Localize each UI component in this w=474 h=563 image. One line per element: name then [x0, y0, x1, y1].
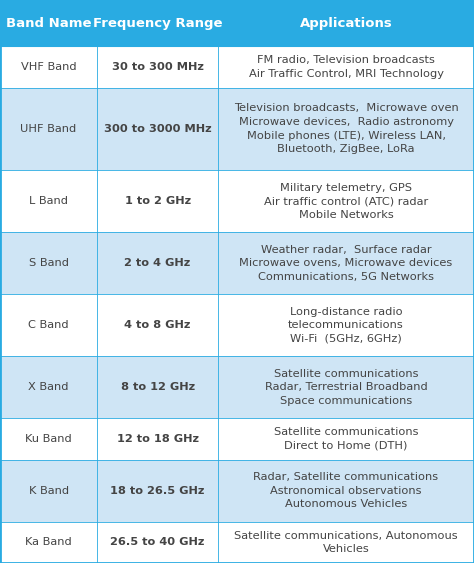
Text: Ku Band: Ku Band [25, 434, 72, 444]
FancyBboxPatch shape [0, 459, 97, 522]
FancyBboxPatch shape [0, 232, 97, 294]
FancyBboxPatch shape [218, 0, 474, 46]
FancyBboxPatch shape [97, 294, 218, 356]
FancyBboxPatch shape [218, 87, 474, 170]
Text: 1 to 2 GHz: 1 to 2 GHz [125, 196, 191, 206]
Text: C Band: C Band [28, 320, 69, 330]
FancyBboxPatch shape [0, 46, 97, 87]
FancyBboxPatch shape [218, 459, 474, 522]
Text: Long-distance radio
telecommunications
Wi-Fi  (5GHz, 6GHz): Long-distance radio telecommunications W… [288, 307, 404, 344]
FancyBboxPatch shape [218, 232, 474, 294]
Text: L Band: L Band [29, 196, 68, 206]
Text: 26.5 to 40 GHz: 26.5 to 40 GHz [110, 537, 205, 547]
FancyBboxPatch shape [0, 294, 97, 356]
FancyBboxPatch shape [97, 232, 218, 294]
FancyBboxPatch shape [97, 356, 218, 418]
Text: VHF Band: VHF Band [21, 62, 76, 72]
Text: 30 to 300 MHz: 30 to 300 MHz [112, 62, 203, 72]
Text: 12 to 18 GHz: 12 to 18 GHz [117, 434, 199, 444]
FancyBboxPatch shape [218, 294, 474, 356]
FancyBboxPatch shape [218, 418, 474, 459]
Text: Radar, Satellite communications
Astronomical observations
Autonomous Vehicles: Radar, Satellite communications Astronom… [254, 472, 438, 510]
FancyBboxPatch shape [218, 522, 474, 563]
Text: 300 to 3000 MHz: 300 to 3000 MHz [104, 124, 211, 134]
Text: Weather radar,  Surface radar
Microwave ovens, Microwave devices
Communications,: Weather radar, Surface radar Microwave o… [239, 245, 453, 282]
Text: 18 to 26.5 GHz: 18 to 26.5 GHz [110, 486, 205, 495]
Text: K Band: K Band [28, 486, 69, 495]
FancyBboxPatch shape [218, 170, 474, 232]
FancyBboxPatch shape [97, 522, 218, 563]
FancyBboxPatch shape [0, 356, 97, 418]
FancyBboxPatch shape [218, 46, 474, 87]
FancyBboxPatch shape [97, 87, 218, 170]
Text: S Band: S Band [28, 258, 69, 268]
FancyBboxPatch shape [218, 356, 474, 418]
FancyBboxPatch shape [0, 418, 97, 459]
Text: Satellite communications
Direct to Home (DTH): Satellite communications Direct to Home … [274, 427, 418, 451]
Text: Television broadcasts,  Microwave oven
Microwave devices,  Radio astronomy
Mobil: Television broadcasts, Microwave oven Mi… [234, 104, 458, 154]
Text: FM radio, Television broadcasts
Air Traffic Control, MRI Technology: FM radio, Television broadcasts Air Traf… [248, 55, 444, 79]
FancyBboxPatch shape [97, 459, 218, 522]
Text: UHF Band: UHF Band [20, 124, 77, 134]
Text: 4 to 8 GHz: 4 to 8 GHz [124, 320, 191, 330]
Text: Ka Band: Ka Band [25, 537, 72, 547]
Text: Military telemetry, GPS
Air traffic control (ATC) radar
Mobile Networks: Military telemetry, GPS Air traffic cont… [264, 182, 428, 220]
FancyBboxPatch shape [97, 418, 218, 459]
Text: 2 to 4 GHz: 2 to 4 GHz [125, 258, 191, 268]
Text: Applications: Applications [300, 16, 392, 30]
FancyBboxPatch shape [97, 46, 218, 87]
Text: 8 to 12 GHz: 8 to 12 GHz [120, 382, 195, 392]
Text: Satellite communications, Autonomous
Vehicles: Satellite communications, Autonomous Veh… [234, 530, 458, 554]
FancyBboxPatch shape [0, 0, 97, 46]
FancyBboxPatch shape [97, 170, 218, 232]
FancyBboxPatch shape [97, 0, 218, 46]
FancyBboxPatch shape [0, 170, 97, 232]
Text: Frequency Range: Frequency Range [93, 16, 222, 30]
Text: Satellite communications
Radar, Terrestrial Broadband
Space communications: Satellite communications Radar, Terrestr… [264, 369, 428, 406]
FancyBboxPatch shape [0, 87, 97, 170]
Text: Band Name: Band Name [6, 16, 91, 30]
FancyBboxPatch shape [0, 522, 97, 563]
Text: X Band: X Band [28, 382, 69, 392]
